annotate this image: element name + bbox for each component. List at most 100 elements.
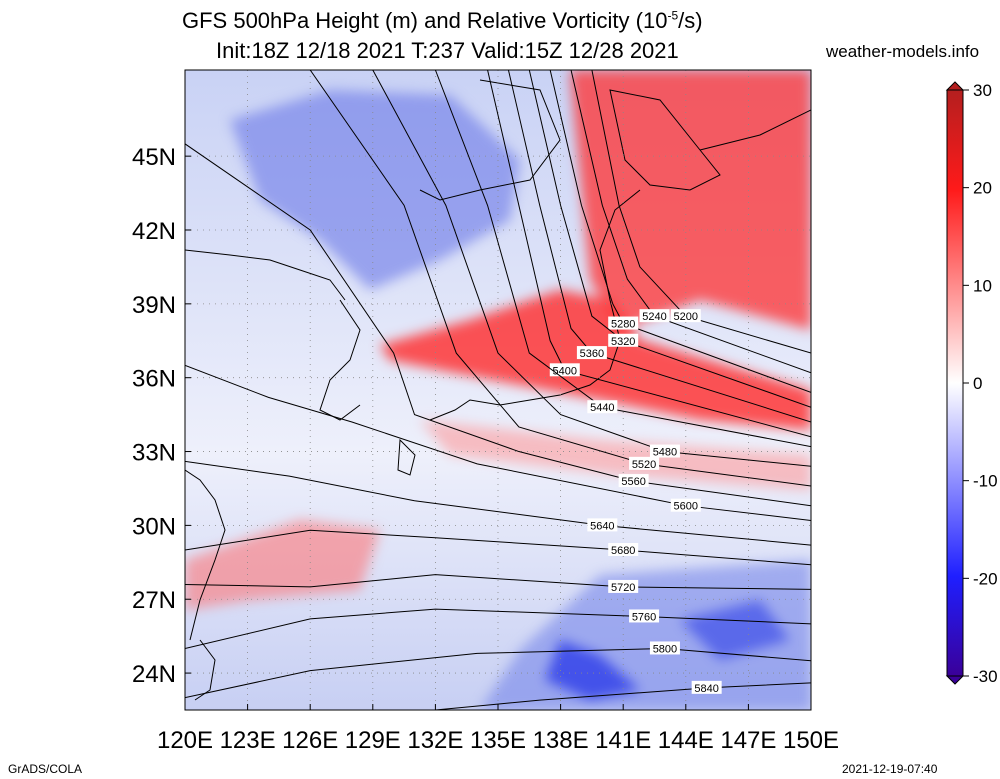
colorbar-tick-label-4: -10 [973,472,998,491]
russia-coast [419,79,561,201]
x-tick-label-0: 120E [157,727,213,754]
x-tick-label-9: 147E [720,727,776,754]
contour-label-5280: 5280 [608,316,639,331]
contour-label-text-5320: 5320 [611,336,635,348]
contour-label-bg-5200 [670,309,701,323]
y-tick-label-2: 30N [132,513,176,540]
korea-coast [319,299,361,421]
vorticity-negative-spot [545,640,640,700]
contour-label-5840: 5840 [691,680,722,695]
contour-label-5720: 5720 [608,579,639,594]
x-axis: 120E 123E 126E 129E 132E 135E 138E 141E 144E 147E… [157,704,839,754]
contour-label-bg-5800 [649,641,680,655]
contour-label-bg-5720 [608,579,639,593]
contour-label-text-5400: 5400 [553,365,577,377]
contour-label-5480: 5480 [649,444,680,459]
contour-5720 [185,574,811,590]
source-label: weather-models.info [826,42,980,61]
contour-5320 [528,70,811,408]
contour-label-5600: 5600 [670,498,701,513]
contour-label-text-5240: 5240 [642,311,666,323]
colorbar-tick-label-2: 10 [973,276,992,295]
contour-label-bg-5840 [691,680,722,694]
footer-software-label: GrADS/COLA [8,762,83,776]
colorbar-max-arrow [945,81,965,91]
coastlines [185,79,811,701]
contour-label-5320: 5320 [608,333,639,348]
y-tick-label-6: 42N [132,218,176,245]
x-tick-label-2: 126E [282,727,338,754]
contour-5360 [507,70,811,423]
y-tick-label-1: 27N [132,587,176,614]
contour-5760 [185,608,811,649]
x-tick-label-7: 141E [595,727,651,754]
colorbar-tick-label-6: -30 [973,667,998,686]
contour-label-bg-5280 [608,316,639,330]
contour-label-bg-5440 [587,400,618,414]
colorbar-gradient [946,89,964,677]
contour-label-text-5720: 5720 [611,582,635,594]
contour-label-5400: 5400 [549,363,580,377]
contour-label-bg-5240 [639,309,670,323]
chart-title: GFS 500hPa Height (m) and Relative Vorti… [182,8,1000,34]
contour-label-text-5800: 5800 [653,643,677,655]
colorbar-tick-label-3: 0 [973,374,982,393]
contour-label-text-5640: 5640 [590,520,614,532]
footer-timestamp: 2021-12-19-07:40 [842,762,938,776]
grid-lines [185,70,811,710]
contour-5400 [487,70,811,438]
contour-label-bg-5400 [549,363,580,377]
contour-label-bg-5480 [649,444,680,458]
japan-coast [429,189,641,421]
y-tick-label-4: 36N [132,366,176,393]
x-tick-label-8: 144E [658,727,714,754]
contour-label-text-5760: 5760 [632,611,656,623]
contour-label-text-5480: 5480 [653,447,677,459]
x-tick-label-10: 150E [783,727,839,754]
vorticity-negative-north [230,90,520,290]
taiwan-coast [194,639,216,701]
contour-5680 [185,529,811,566]
chart-subtitle: Init:18Z 12/18 2021 T:237 Valid:15Z 12/2… [216,38,679,63]
contour-label-5760: 5760 [629,609,660,623]
y-tick-label-5: 39N [132,292,176,319]
contour-5440 [434,70,811,448]
contour-label-5640: 5640 [587,518,618,532]
contour-5520 [309,70,811,487]
contour-5480 [372,70,811,467]
contour-label-5520: 5520 [629,456,660,471]
contour-label-bg-5680 [608,543,639,556]
contour-5800 [185,647,811,699]
contour-label-text-5520: 5520 [632,459,656,471]
title-units: /s) [678,8,703,33]
china-coast-south [185,469,226,641]
x-tick-label-4: 132E [407,727,463,754]
vorticity-positive-southwest [185,520,380,610]
contour-label-text-5560: 5560 [621,476,645,488]
x-tick-label-5: 135E [470,727,526,754]
contour-label-bg-5640 [587,518,618,532]
contour-label-text-5440: 5440 [590,402,614,414]
vorticity-negative-spot-2 [680,600,790,660]
china-coast-north [185,249,346,301]
x-tick-label-6: 138E [533,727,589,754]
colorbar-tick-label-0: 30 [973,81,992,100]
kuril-coast [699,109,811,151]
contour-5280 [549,70,811,393]
contour-5240 [570,70,811,374]
title-main: GFS 500hPa Height (m) and Relative Vorti… [182,8,668,33]
contour-label-5680: 5680 [608,543,639,557]
y-tick-label-7: 45N [132,144,176,171]
contour-label-text-5840: 5840 [694,683,718,695]
contour-label-bg-5520 [629,456,660,470]
contour-label-5560: 5560 [618,474,649,488]
contour-label-bg-5560 [618,474,649,488]
hokkaido-coast [609,89,721,191]
contour-5600 [185,364,811,521]
colorbar-min-arrow [945,675,965,685]
y-tick-label-0: 24N [132,661,176,688]
colorbar-tick-label-5: -20 [973,569,998,588]
